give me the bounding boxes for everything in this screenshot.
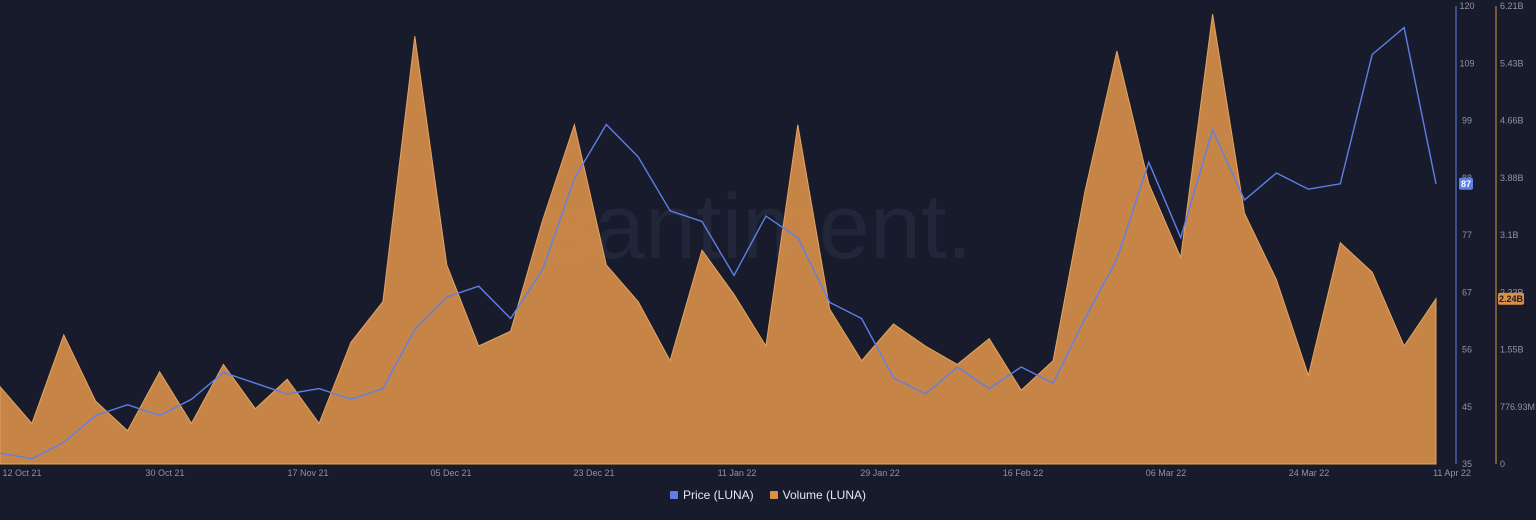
legend-label-volume: Volume (LUNA) [782,488,867,502]
volume-badge-label: 2.24B [1499,294,1524,304]
date-tick-label: 11 Jan 22 [718,468,757,478]
volume-tick-label: 3.1B [1500,230,1519,240]
date-tick-label: 12 Oct 21 [2,468,41,478]
price-tick-label: 109 [1459,58,1474,68]
price-tick-label: 99 [1462,116,1472,126]
date-tick-label: 16 Feb 22 [1003,468,1044,478]
legend: Price (LUNA) Volume (LUNA) [0,488,1536,502]
price-volume-chart: santiment. 35455667778899109120 0776.93M… [0,1,1535,478]
date-tick-label: 23 Dec 21 [573,468,614,478]
price-axis-ticks: 35455667778899109120 [1459,1,1474,469]
volume-axis-ticks: 0 776.93M 1.55B 2.33B 3.1B 3.88B 4.66B 5.43B 6.2… [1500,1,1535,469]
price-line [0,26,1437,460]
price-tick-label: 77 [1462,230,1472,240]
price-badge-label: 87 [1461,179,1471,189]
date-tick-label: 29 Jan 22 [860,468,900,478]
price-tick-label: 56 [1462,345,1472,355]
date-tick-label: 05 Dec 21 [430,468,471,478]
legend-label-price: Price (LUNA) [682,488,754,502]
date-tick-label: 30 Oct 21 [145,468,184,478]
volume-badge [1498,292,1524,305]
price-swatch-icon [669,491,678,499]
date-tick-label: 24 Mar 22 [1289,468,1330,478]
volume-tick-label: 6.21B [1500,1,1524,11]
value-badges: 87 2.24B [1459,177,1524,305]
date-tick-label: 11 Apr 22 [1433,468,1471,478]
price-tick-label: 35 [1462,459,1472,469]
date-tick-label: 17 Nov 21 [287,468,328,478]
legend-item-volume[interactable]: Volume (LUNA) [769,488,867,502]
price-tick-label: 67 [1462,287,1472,297]
volume-tick-label: 1.55B [1500,345,1524,355]
price-badge [1459,177,1473,190]
price-tick-label: 120 [1459,1,1474,11]
volume-tick-label: 0 [1500,459,1505,469]
volume-tick-label: 3.88B [1500,173,1524,183]
volume-area [0,14,1437,465]
legend-item-price[interactable]: Price (LUNA) [669,488,754,502]
price-tick-label: 45 [1462,402,1472,412]
price-line-path [0,26,1437,460]
volume-tick-label: 4.66B [1500,116,1524,126]
volume-swatch-icon [769,491,778,499]
date-tick-label: 06 Mar 22 [1146,468,1187,478]
volume-tick-label: 5.43B [1500,58,1524,68]
date-axis-ticks: 12 Oct 21 30 Oct 21 17 Nov 21 05 Dec 21 23 D… [2,468,1470,478]
volume-tick-label: 2.33B [1500,287,1524,297]
volume-area-path [0,14,1437,465]
volume-tick-label: 776.93M [1500,402,1535,412]
